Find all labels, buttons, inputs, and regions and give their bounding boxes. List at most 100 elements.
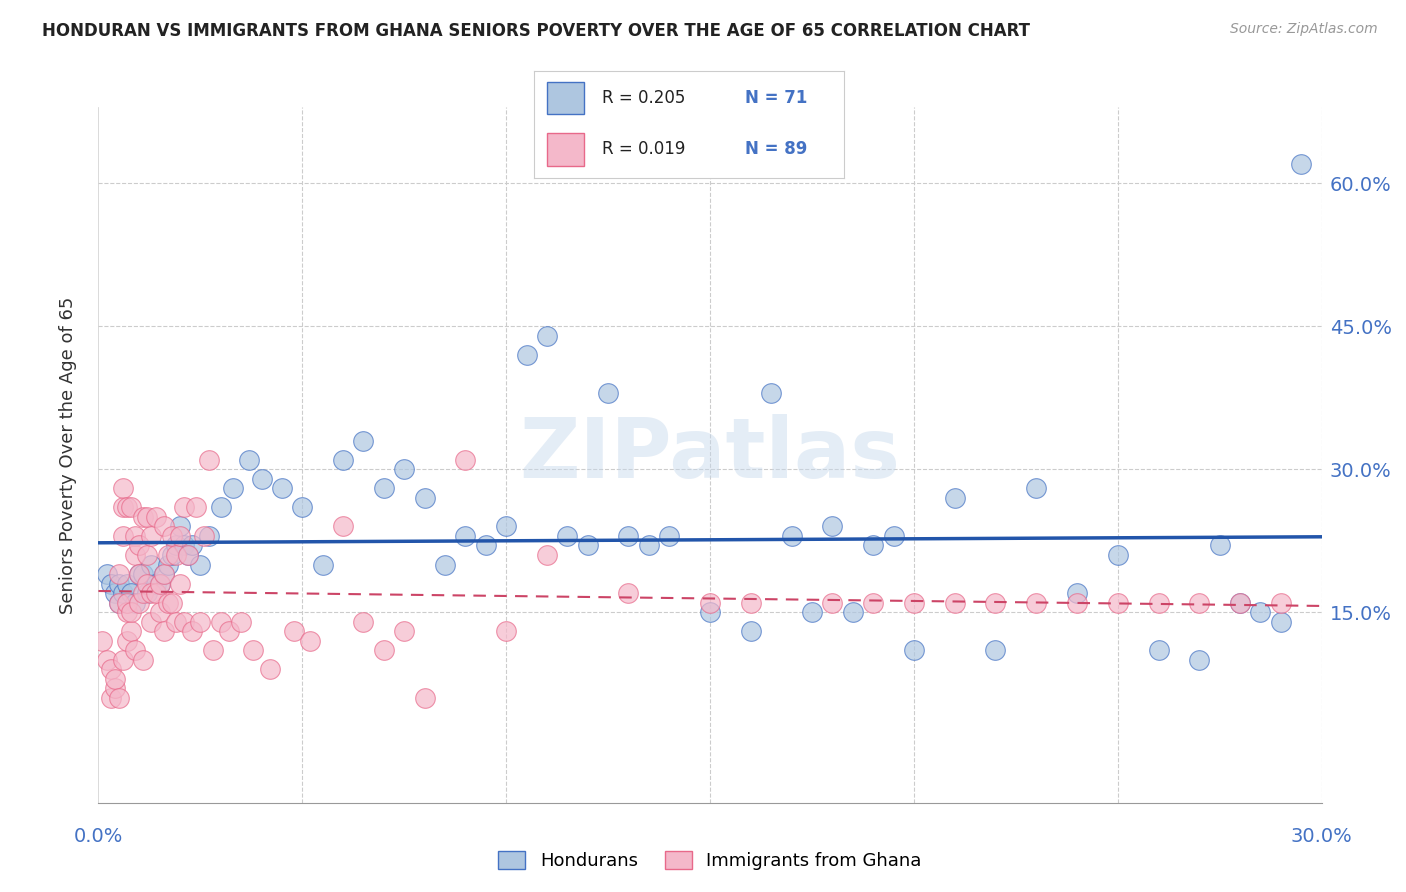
Point bbox=[108, 690, 131, 705]
Point bbox=[145, 576, 167, 591]
Point bbox=[495, 624, 517, 639]
Point bbox=[373, 481, 395, 495]
Point bbox=[197, 452, 219, 467]
Point bbox=[413, 690, 436, 705]
Point bbox=[474, 539, 498, 553]
Point bbox=[120, 624, 142, 639]
Point bbox=[128, 539, 150, 553]
Point bbox=[1229, 596, 1251, 610]
Point bbox=[108, 596, 131, 610]
Point bbox=[699, 605, 721, 619]
Point bbox=[841, 605, 863, 619]
Point bbox=[984, 643, 1007, 657]
Y-axis label: Seniors Poverty Over the Age of 65: Seniors Poverty Over the Age of 65 bbox=[59, 296, 77, 614]
Point bbox=[1025, 596, 1047, 610]
Point bbox=[1066, 596, 1088, 610]
Point bbox=[270, 481, 294, 495]
Point bbox=[136, 548, 159, 562]
Point bbox=[124, 643, 146, 657]
Point bbox=[136, 586, 159, 600]
Point bbox=[173, 539, 195, 553]
Point bbox=[209, 615, 232, 629]
Point bbox=[495, 519, 517, 533]
Point bbox=[1291, 157, 1313, 171]
FancyBboxPatch shape bbox=[547, 82, 583, 114]
Point bbox=[96, 567, 118, 582]
Point bbox=[557, 529, 579, 543]
Point bbox=[740, 624, 762, 639]
Point bbox=[136, 576, 159, 591]
Point bbox=[156, 596, 179, 610]
Point bbox=[120, 586, 142, 600]
Point bbox=[193, 529, 215, 543]
Point bbox=[291, 500, 314, 515]
Point bbox=[1107, 548, 1129, 562]
Point bbox=[120, 500, 142, 515]
Point bbox=[1229, 596, 1251, 610]
Point bbox=[352, 615, 374, 629]
Point bbox=[299, 633, 322, 648]
Point bbox=[160, 548, 183, 562]
Point bbox=[132, 586, 155, 600]
Point bbox=[617, 586, 640, 600]
Point bbox=[392, 462, 416, 476]
Text: 30.0%: 30.0% bbox=[1291, 827, 1353, 846]
Point bbox=[128, 567, 150, 582]
Point bbox=[100, 662, 122, 676]
Point bbox=[1188, 653, 1211, 667]
Point bbox=[259, 662, 281, 676]
Point bbox=[1025, 481, 1047, 495]
Point bbox=[124, 529, 146, 543]
Point bbox=[149, 605, 172, 619]
Point bbox=[169, 519, 191, 533]
Point bbox=[1249, 605, 1271, 619]
Point bbox=[903, 596, 925, 610]
Point bbox=[111, 586, 134, 600]
Point bbox=[141, 615, 163, 629]
Point bbox=[434, 558, 457, 572]
Point bbox=[124, 596, 146, 610]
Point bbox=[115, 605, 138, 619]
Point bbox=[181, 539, 204, 553]
Point bbox=[152, 624, 174, 639]
Point bbox=[177, 548, 200, 562]
Point bbox=[177, 548, 200, 562]
Point bbox=[186, 500, 208, 515]
Point bbox=[169, 529, 191, 543]
Point bbox=[454, 452, 477, 467]
Point bbox=[283, 624, 305, 639]
Point bbox=[188, 558, 212, 572]
Point bbox=[111, 500, 134, 515]
Point bbox=[413, 491, 436, 505]
Point bbox=[188, 615, 212, 629]
Point bbox=[132, 567, 155, 582]
Point bbox=[392, 624, 416, 639]
Point bbox=[638, 539, 661, 553]
Point bbox=[111, 481, 134, 495]
Point bbox=[821, 596, 844, 610]
Text: N = 89: N = 89 bbox=[745, 140, 807, 158]
Point bbox=[576, 539, 599, 553]
Point bbox=[332, 519, 354, 533]
Point bbox=[108, 567, 131, 582]
Point bbox=[883, 529, 905, 543]
Point bbox=[209, 500, 232, 515]
Point bbox=[128, 596, 150, 610]
Point bbox=[96, 653, 118, 667]
Point bbox=[1066, 586, 1088, 600]
Point bbox=[454, 529, 477, 543]
Point bbox=[111, 653, 134, 667]
Point bbox=[152, 567, 174, 582]
FancyBboxPatch shape bbox=[547, 134, 583, 166]
Point bbox=[141, 586, 163, 600]
Point bbox=[617, 529, 640, 543]
Point bbox=[156, 558, 179, 572]
Point bbox=[1147, 596, 1170, 610]
Point bbox=[145, 509, 167, 524]
Point bbox=[1270, 596, 1292, 610]
Point bbox=[1209, 539, 1232, 553]
Point bbox=[943, 491, 966, 505]
Point bbox=[165, 548, 187, 562]
Text: R = 0.019: R = 0.019 bbox=[602, 140, 686, 158]
Point bbox=[132, 653, 155, 667]
